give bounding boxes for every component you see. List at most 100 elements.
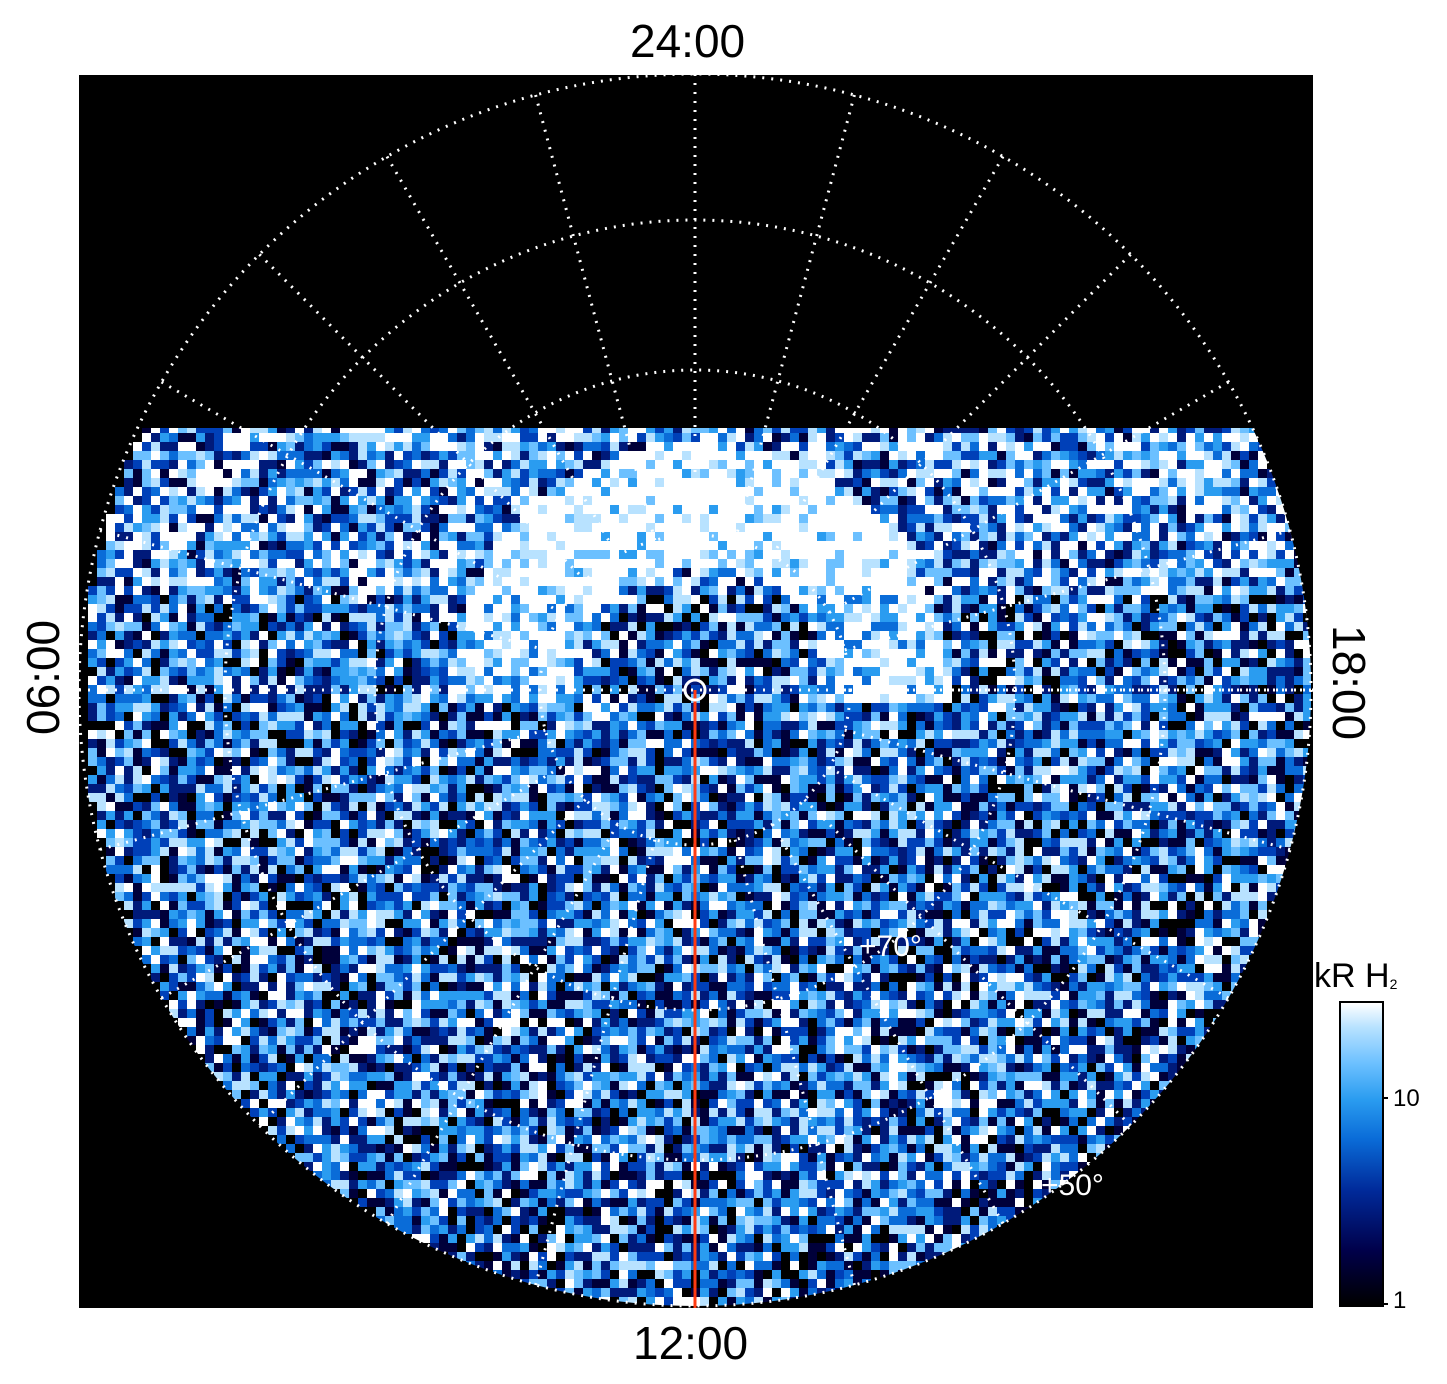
- emission-pixel: [1177, 739, 1186, 748]
- emission-pixel: [862, 712, 871, 721]
- emission-pixel: [574, 730, 583, 739]
- emission-pixel: [574, 712, 583, 721]
- emission-pixel: [1069, 703, 1078, 712]
- emission-pixel: [304, 748, 313, 757]
- emission-pixel: [259, 739, 268, 748]
- emission-pixel: [592, 712, 601, 721]
- emission-pixel: [925, 721, 934, 730]
- emission-pixel: [1177, 712, 1186, 721]
- emission-pixel: [151, 739, 160, 748]
- emission-pixel: [556, 721, 565, 730]
- emission-pixel: [529, 739, 538, 748]
- emission-pixel: [664, 703, 673, 712]
- emission-pixel: [700, 721, 709, 730]
- emission-pixel: [1186, 703, 1195, 712]
- emission-pixel: [754, 703, 763, 712]
- emission-pixel: [1087, 712, 1096, 721]
- emission-pixel: [700, 748, 709, 757]
- emission-pixel: [502, 712, 511, 721]
- emission-pixel: [943, 739, 952, 748]
- emission-pixel: [1240, 712, 1249, 721]
- emission-pixel: [313, 730, 322, 739]
- emission-pixel: [1141, 712, 1150, 721]
- emission-pixel: [286, 712, 295, 721]
- emission-pixel: [493, 712, 502, 721]
- emission-pixel: [916, 730, 925, 739]
- emission-pixel: [754, 712, 763, 721]
- emission-pixel: [745, 703, 754, 712]
- emission-pixel: [880, 703, 889, 712]
- emission-pixel: [1303, 703, 1311, 712]
- emission-pixel: [1105, 739, 1114, 748]
- emission-pixel: [556, 703, 565, 712]
- emission-pixel: [709, 730, 718, 739]
- emission-pixel: [187, 739, 196, 748]
- emission-pixel: [1105, 730, 1114, 739]
- emission-pixel: [529, 748, 538, 757]
- emission-pixel: [574, 721, 583, 730]
- emission-pixel: [466, 739, 475, 748]
- emission-pixel: [1015, 703, 1024, 712]
- emission-pixel: [970, 739, 979, 748]
- emission-pixel: [1186, 739, 1195, 748]
- emission-pixel: [169, 712, 178, 721]
- emission-pixel: [628, 730, 637, 739]
- emission-pixel: [1051, 739, 1060, 748]
- emission-pixel: [961, 712, 970, 721]
- emission-pixel: [610, 712, 619, 721]
- emission-pixel: [1060, 730, 1069, 739]
- emission-pixel: [898, 721, 907, 730]
- emission-pixel: [1258, 730, 1267, 739]
- emission-pixel: [313, 748, 322, 757]
- emission-pixel: [403, 712, 412, 721]
- emission-pixel: [808, 739, 817, 748]
- emission-pixel: [628, 712, 637, 721]
- emission-pixel: [709, 703, 718, 712]
- emission-pixel: [619, 748, 628, 757]
- emission-pixel: [1069, 712, 1078, 721]
- emission-pixel: [601, 748, 610, 757]
- emission-pixel: [511, 721, 520, 730]
- emission-pixel: [1294, 730, 1303, 739]
- emission-pixel: [1231, 703, 1240, 712]
- emission-pixel: [214, 748, 223, 757]
- emission-pixel: [466, 712, 475, 721]
- emission-pixel: [520, 739, 529, 748]
- emission-pixel: [1033, 712, 1042, 721]
- emission-pixel: [457, 712, 466, 721]
- emission-pixel: [322, 748, 331, 757]
- emission-pixel: [1303, 712, 1311, 721]
- emission-pixel: [637, 730, 646, 739]
- emission-pixel: [421, 730, 430, 739]
- emission-pixel: [1033, 730, 1042, 739]
- emission-pixel: [1024, 730, 1033, 739]
- emission-pixel: [790, 703, 799, 712]
- polar-projection: [79, 75, 1313, 1308]
- emission-pixel: [610, 703, 619, 712]
- emission-pixel: [322, 739, 331, 748]
- emission-pixel: [1114, 712, 1123, 721]
- emission-pixel: [385, 703, 394, 712]
- emission-pixel: [1294, 721, 1303, 730]
- emission-pixel: [754, 730, 763, 739]
- emission-pixel: [925, 703, 934, 712]
- emission-pixel: [736, 712, 745, 721]
- emission-pixel: [871, 721, 880, 730]
- emission-pixel: [214, 721, 223, 730]
- emission-pixel: [709, 748, 718, 757]
- emission-pixel: [673, 721, 682, 730]
- emission-pixel: [502, 730, 511, 739]
- emission-pixel: [511, 739, 520, 748]
- emission-pixel: [601, 739, 610, 748]
- emission-pixel: [808, 748, 817, 757]
- emission-pixel: [88, 703, 97, 712]
- emission-pixel: [88, 712, 97, 721]
- emission-pixel: [826, 712, 835, 721]
- emission-pixel: [844, 703, 853, 712]
- emission-pixel: [673, 703, 682, 712]
- emission-pixel: [286, 739, 295, 748]
- emission-pixel: [268, 730, 277, 739]
- emission-pixel: [979, 712, 988, 721]
- emission-pixel: [925, 730, 934, 739]
- emission-pixel: [187, 721, 196, 730]
